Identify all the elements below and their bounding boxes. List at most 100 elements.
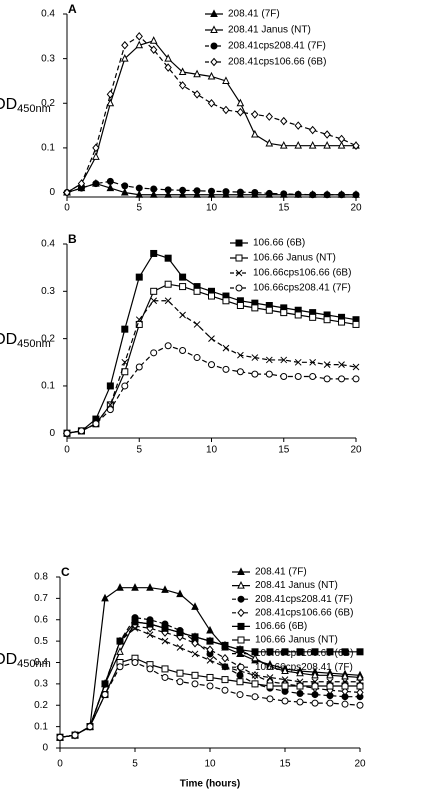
marker	[121, 325, 129, 333]
panel-label: A	[68, 2, 77, 16]
marker	[92, 180, 100, 188]
marker	[176, 644, 184, 651]
marker	[116, 583, 124, 591]
marker	[101, 691, 109, 699]
y-axis-label-subscript: 450nm	[17, 103, 51, 115]
marker	[150, 287, 158, 295]
legend-label: 106.66cps208.41 (7F)	[253, 283, 351, 294]
marker	[150, 185, 158, 193]
marker	[341, 678, 349, 686]
marker	[176, 678, 184, 686]
marker	[266, 674, 274, 681]
marker	[352, 320, 360, 328]
marker	[311, 648, 319, 656]
marker	[120, 54, 129, 62]
x-tick-label: 5	[132, 759, 138, 770]
y-axis-label-main: OD	[0, 651, 17, 668]
marker	[338, 318, 346, 326]
marker	[356, 701, 364, 709]
legend-label: 106.66cps106.66 (6B)	[255, 648, 353, 659]
y-tick-label: 0	[42, 743, 48, 754]
x-tick-label: 0	[57, 759, 63, 770]
y-tick-label: 0.3	[34, 679, 48, 690]
marker	[236, 302, 244, 310]
legend-label: 208.41cps106.66 (6B)	[255, 607, 353, 618]
x-tick-label: 15	[278, 203, 290, 214]
marker	[135, 363, 143, 371]
y-tick-label: 0	[49, 187, 55, 198]
marker	[311, 670, 319, 679]
marker	[280, 309, 288, 317]
y-axis-label-main: OD	[0, 331, 17, 348]
marker	[191, 671, 199, 679]
marker	[251, 110, 259, 119]
y-tick-label: 0	[49, 428, 55, 439]
y-tick-label: 0.8	[34, 572, 48, 583]
marker	[164, 54, 172, 62]
legend-marker	[237, 567, 245, 575]
marker	[222, 297, 230, 305]
marker	[251, 304, 259, 312]
marker	[341, 700, 349, 708]
legend-label: 106.66cps106.66 (6B)	[253, 268, 351, 279]
marker	[120, 187, 129, 196]
legend-marker	[237, 595, 245, 603]
marker	[179, 311, 186, 319]
marker	[150, 249, 158, 257]
y-tick-label: 0.2	[34, 700, 48, 711]
marker	[207, 98, 216, 108]
x-tick-label: 0	[64, 445, 70, 456]
x-tick-label: 10	[206, 445, 218, 456]
marker	[236, 98, 245, 107]
y-tick-label: 0.3	[41, 286, 55, 297]
marker	[131, 624, 139, 632]
x-axis-label: Time (hours)	[180, 779, 240, 790]
marker	[208, 187, 215, 195]
marker	[106, 177, 114, 185]
marker	[131, 583, 139, 591]
marker	[164, 297, 172, 305]
marker	[135, 32, 143, 41]
marker	[135, 273, 143, 281]
marker	[92, 420, 100, 428]
marker	[251, 648, 259, 656]
marker	[135, 184, 143, 192]
y-axis-label-main: OD	[0, 96, 17, 113]
marker	[193, 187, 201, 195]
marker	[356, 672, 364, 681]
marker	[251, 129, 259, 138]
marker	[121, 182, 129, 190]
marker	[221, 653, 229, 663]
marker	[150, 297, 158, 305]
marker	[326, 670, 334, 679]
marker	[106, 382, 114, 390]
marker	[150, 349, 158, 357]
marker	[101, 593, 109, 602]
marker	[281, 697, 289, 705]
marker	[92, 152, 100, 160]
legend-marker	[235, 254, 243, 262]
marker	[326, 699, 334, 707]
marker	[280, 356, 288, 364]
legend-marker	[210, 42, 218, 50]
marker	[296, 698, 304, 706]
marker	[323, 141, 331, 149]
marker	[281, 682, 289, 690]
marker	[77, 427, 85, 435]
marker	[193, 90, 201, 99]
marker	[193, 190, 201, 198]
marker	[236, 646, 244, 654]
marker	[266, 662, 274, 670]
marker	[161, 673, 169, 681]
marker	[311, 678, 319, 686]
x-tick-label: 10	[206, 203, 218, 214]
marker	[337, 134, 346, 144]
legend-marker	[237, 580, 245, 589]
marker	[326, 648, 334, 656]
marker	[338, 361, 345, 369]
marker	[265, 370, 273, 378]
y-tick-label: 0.4	[41, 9, 55, 20]
marker	[116, 647, 124, 655]
marker	[280, 372, 288, 380]
marker	[280, 190, 288, 198]
